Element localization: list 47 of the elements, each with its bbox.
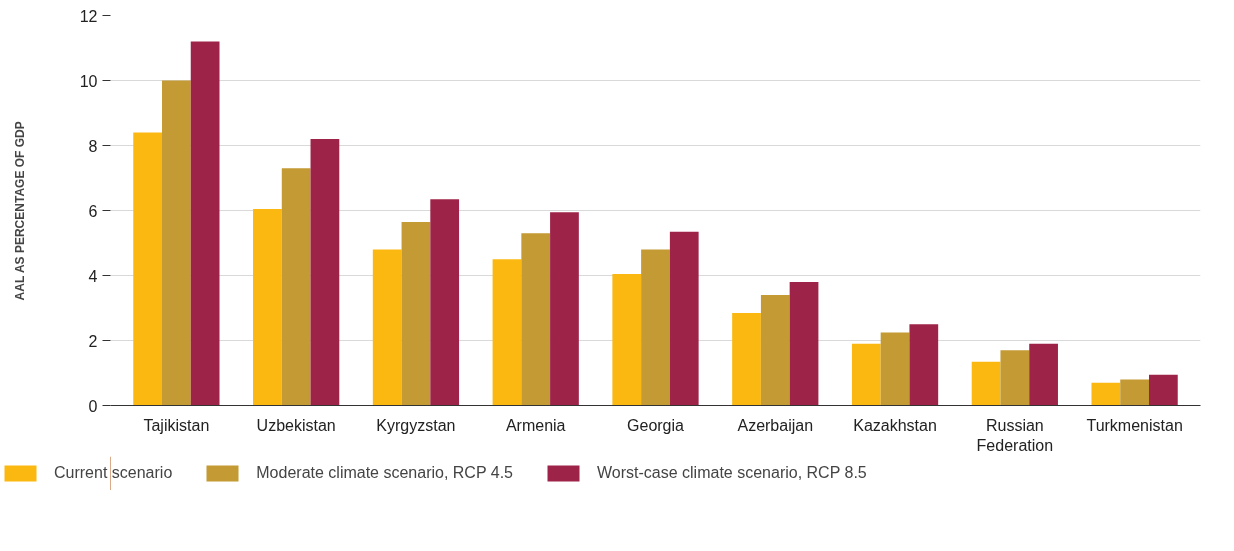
bar — [732, 312, 761, 406]
bar — [1120, 379, 1149, 406]
bar — [281, 168, 311, 406]
legend-label: Moderate climate scenario, RCP 4.5 — [256, 464, 513, 482]
bar — [1091, 382, 1121, 406]
y-tick-label: 10 — [79, 72, 98, 90]
bar — [909, 324, 939, 406]
y-tick-label: 8 — [88, 137, 98, 155]
x-tick-label: Russian Federation — [976, 416, 1054, 454]
x-tick-label: Turkmenistan — [1086, 416, 1183, 434]
legend-label: Worst-case climate scenario, RCP 8.5 — [597, 464, 867, 482]
bar — [612, 273, 642, 406]
bar — [162, 80, 191, 406]
y-axis-title: AAL AS PERCENTAGE OF GDP — [12, 121, 27, 301]
x-tick-label: Kyrgyzstan — [376, 416, 456, 434]
x-tick-label: Kazakhstan — [853, 416, 937, 434]
bar — [1000, 350, 1030, 406]
x-tick-label: Armenia — [505, 416, 566, 434]
bar — [851, 343, 881, 406]
y-tick-label: 6 — [88, 202, 98, 220]
x-tick-label: Uzbekistan — [256, 416, 336, 434]
bar — [190, 41, 220, 406]
bar — [880, 332, 910, 406]
bar — [1029, 343, 1058, 406]
legend-label: Current scenario — [54, 464, 173, 482]
bar — [971, 361, 1001, 406]
x-tick-label: Azerbaijan — [737, 416, 814, 434]
bar — [641, 249, 670, 406]
bar — [401, 221, 431, 406]
bar — [521, 233, 551, 406]
y-tick-label: 0 — [88, 397, 98, 415]
bar — [430, 199, 460, 406]
y-tick-label: 2 — [88, 332, 98, 350]
x-tick-label: Georgia — [627, 416, 685, 434]
bar — [550, 212, 579, 406]
bar — [1148, 374, 1178, 406]
bar — [669, 231, 699, 406]
y-tick-label: 4 — [88, 267, 98, 285]
x-tick-label: Tajikistan — [143, 416, 210, 434]
bar — [492, 259, 522, 406]
bar — [372, 249, 402, 406]
bar — [253, 208, 282, 406]
bar — [133, 132, 163, 406]
bar — [760, 295, 790, 406]
bar — [310, 139, 340, 406]
bar — [789, 282, 819, 406]
y-tick-label: 12 — [79, 7, 98, 25]
